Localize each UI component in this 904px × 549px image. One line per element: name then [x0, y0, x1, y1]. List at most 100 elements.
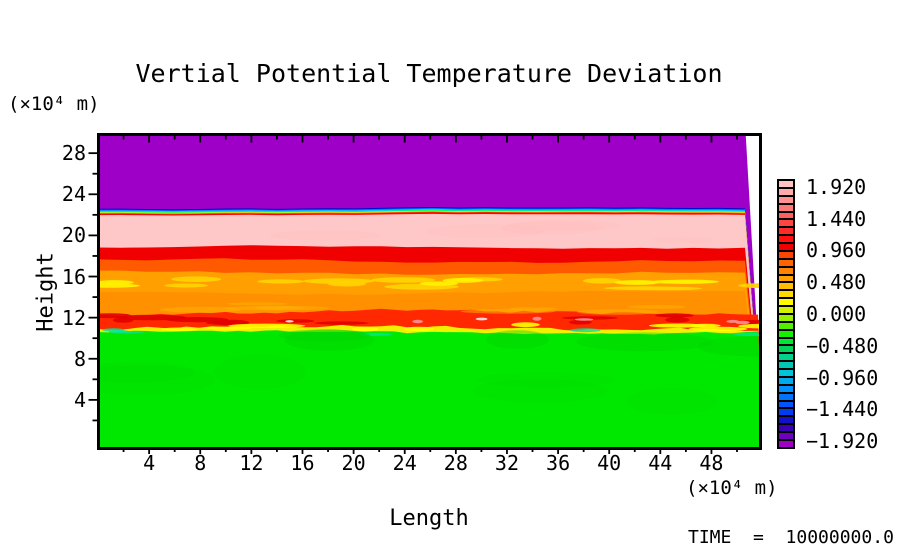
x-tick-label: 32 — [494, 451, 519, 475]
y-tick-label: 8 — [73, 346, 86, 371]
colorbar-segment — [779, 275, 793, 284]
contour-plot-svg — [88, 133, 762, 454]
contour-texture-blob — [532, 316, 542, 321]
colorbar-segment — [779, 362, 793, 370]
colorbar-segment — [779, 330, 793, 339]
colorbar-segment — [779, 236, 793, 244]
y-tick-label: 24 — [61, 182, 86, 207]
contour-texture-blob — [511, 322, 540, 328]
x-tick-label: 24 — [392, 451, 417, 475]
x-tick-label: 48 — [699, 451, 724, 475]
contour-texture-blob — [638, 286, 702, 291]
contour-texture-blob — [303, 278, 375, 284]
contour-texture-blob — [171, 276, 222, 282]
colorbar-tick-label: 1.440 — [806, 206, 867, 231]
contour-texture-blob — [614, 280, 660, 285]
colorbar-tick-label: −0.960 — [806, 365, 879, 390]
contour-texture-blob — [561, 316, 618, 320]
contour-texture-blob — [419, 281, 459, 286]
colorbar-segment — [779, 204, 793, 213]
contour-texture-blob — [665, 317, 690, 323]
contour-texture-blob — [371, 277, 436, 283]
x-axis-title: Length — [389, 506, 469, 531]
colorbar — [777, 179, 795, 449]
colorbar-segment — [779, 314, 793, 323]
contour-texture-blob — [255, 305, 305, 310]
figure-title: Vertial Potential Temperature Deviation — [135, 59, 723, 88]
contour-texture-blob — [472, 379, 608, 403]
contour-texture-blob — [359, 332, 393, 336]
y-axis-unit-label: (×10⁴ m) — [8, 93, 100, 115]
colorbar-segment — [779, 322, 793, 331]
colorbar-segment — [779, 338, 793, 347]
contour-texture-blob — [690, 323, 721, 328]
colorbar-segment — [779, 244, 793, 252]
colorbar-segment — [779, 346, 793, 355]
contour-texture-blob — [733, 332, 762, 336]
contour-texture-blob — [276, 319, 315, 323]
contour-texture-blob — [97, 365, 216, 396]
colorbar-tick-label: 0.000 — [806, 302, 867, 326]
x-tick-label: 40 — [597, 451, 622, 475]
colorbar-tick-label: −1.440 — [806, 397, 879, 422]
contour-texture-blob — [442, 278, 484, 283]
contour-texture-blob — [97, 280, 134, 285]
contour-texture-blob — [508, 219, 621, 231]
y-tick-label: 4 — [73, 387, 86, 412]
contour-texture-blob — [97, 362, 196, 383]
contour-texture-blob — [627, 388, 717, 415]
contour-texture-blob — [228, 323, 306, 328]
colorbar-segment — [779, 354, 793, 363]
colorbar-segment — [779, 212, 793, 221]
colorbar-segment — [779, 433, 793, 441]
x-axis-unit-label: (×10⁴ m) — [686, 477, 778, 499]
contour-texture-blob — [501, 221, 602, 235]
colorbar-segment — [779, 393, 793, 402]
colorbar-tick-label: 0.480 — [806, 270, 867, 295]
contour-texture-blob — [278, 329, 370, 342]
contour-texture-blob — [486, 330, 549, 349]
y-tick-label: 20 — [61, 223, 86, 248]
colorbar-tick-label: −0.480 — [806, 333, 879, 358]
colorbar-segment — [779, 283, 793, 292]
colorbar-tick-label: −1.920 — [806, 429, 879, 454]
colorbar-segment — [779, 409, 793, 418]
colorbar-segment — [779, 220, 793, 229]
colorbar-segment — [779, 307, 793, 315]
contour-texture-blob — [352, 326, 379, 332]
contour-texture-blob — [570, 328, 601, 333]
contour-texture-blob — [697, 336, 762, 357]
colorbar-segment — [779, 188, 793, 197]
contour-texture-blob — [726, 319, 740, 323]
contour-texture-blob — [213, 354, 306, 390]
x-tick-label: 44 — [648, 451, 673, 475]
contour-texture-blob — [688, 326, 748, 332]
colorbar-segment — [779, 401, 793, 410]
colorbar-segment — [779, 299, 793, 307]
contour-texture-blob — [214, 319, 250, 326]
colorbar-segment — [779, 181, 793, 189]
colorbar-segment — [779, 251, 793, 260]
contour-texture-blob — [577, 309, 659, 315]
contour-texture-blob — [508, 307, 558, 311]
contour-texture-blob — [738, 283, 762, 288]
contour-texture-blob — [161, 327, 197, 331]
contour-texture-blob — [412, 319, 424, 324]
contour-texture-blob — [655, 313, 695, 318]
contour-texture-blob — [284, 329, 375, 351]
contour-texture-blob — [257, 279, 304, 284]
colorbar-tick-label: 1.920 — [806, 174, 867, 199]
x-tick-label: 36 — [546, 451, 571, 475]
contour-texture-blob — [649, 323, 707, 328]
contour-texture-blob — [164, 283, 209, 288]
y-tick-label: 28 — [61, 141, 86, 166]
contour-texture-blob — [117, 314, 187, 321]
lower-green-region — [97, 330, 762, 450]
colorbar-segment — [779, 440, 793, 447]
colorbar-segment — [779, 291, 793, 300]
colorbar-segment — [779, 228, 793, 237]
contour-texture-blob — [285, 320, 294, 323]
contour-texture-blob — [576, 332, 713, 352]
contour-texture-blob — [269, 230, 382, 241]
colorbar-segment — [779, 425, 793, 433]
